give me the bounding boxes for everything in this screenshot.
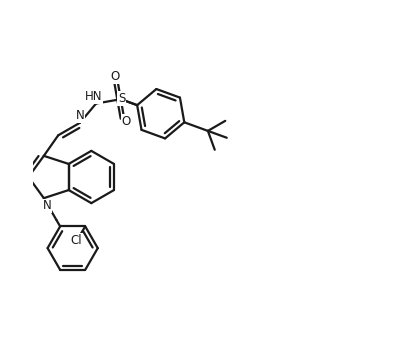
Text: S: S <box>118 92 125 105</box>
Text: O: O <box>121 115 131 128</box>
Text: HN: HN <box>84 90 102 103</box>
Text: Cl: Cl <box>71 234 82 247</box>
Text: O: O <box>110 70 120 83</box>
Text: N: N <box>43 199 52 212</box>
Text: N: N <box>76 109 84 122</box>
